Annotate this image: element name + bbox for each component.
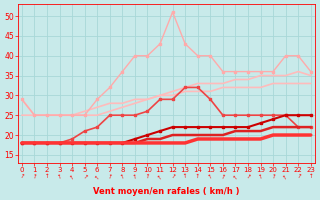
Text: ↑: ↑ — [132, 174, 138, 180]
Text: ↑: ↑ — [94, 174, 100, 181]
Text: ↑: ↑ — [107, 174, 113, 180]
Text: ↑: ↑ — [69, 174, 75, 181]
Text: ↑: ↑ — [169, 174, 176, 181]
Text: ↑: ↑ — [19, 174, 25, 181]
Text: ↑: ↑ — [308, 174, 313, 179]
Text: ↑: ↑ — [220, 174, 226, 180]
Text: ↑: ↑ — [119, 174, 125, 180]
Text: ↑: ↑ — [145, 174, 150, 180]
Text: ↑: ↑ — [295, 174, 301, 181]
Text: ↑: ↑ — [244, 174, 251, 181]
Text: ↑: ↑ — [207, 174, 213, 180]
Text: ↑: ↑ — [81, 174, 88, 181]
Text: ↑: ↑ — [45, 174, 49, 179]
Text: ↑: ↑ — [195, 174, 200, 179]
X-axis label: Vent moyen/en rafales ( km/h ): Vent moyen/en rafales ( km/h ) — [93, 187, 240, 196]
Text: ↑: ↑ — [258, 174, 263, 180]
Text: ↑: ↑ — [157, 174, 164, 181]
Text: ↑: ↑ — [183, 174, 188, 179]
Text: ↑: ↑ — [283, 174, 289, 181]
Text: ↑: ↑ — [32, 174, 37, 180]
Text: ↑: ↑ — [270, 174, 276, 180]
Text: ↑: ↑ — [232, 174, 239, 181]
Text: ↑: ↑ — [57, 174, 62, 180]
